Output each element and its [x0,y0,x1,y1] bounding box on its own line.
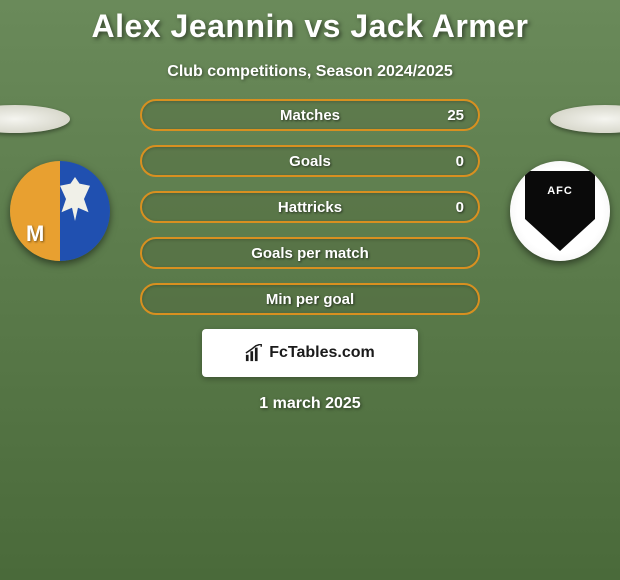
main-row: Matches 25 Goals 0 Hattricks 0 Goals per… [0,99,620,315]
stat-row-matches: Matches 25 [140,99,480,131]
stat-label: Hattricks [278,199,342,216]
date-text: 1 march 2025 [0,395,620,413]
stat-label: Matches [280,107,340,124]
stat-label: Goals [289,153,331,170]
player-left-column [10,99,130,261]
stat-row-hattricks: Hattricks 0 [140,191,480,223]
stat-label: Min per goal [266,291,354,308]
player-right-column [490,99,610,261]
branding-text: FcTables.com [269,344,375,362]
stat-row-goals: Goals 0 [140,145,480,177]
comparison-card: Alex Jeannin vs Jack Armer Club competit… [0,0,620,413]
player-right-photo-placeholder [550,105,620,133]
stat-row-min-per-goal: Min per goal [140,283,480,315]
stat-label: Goals per match [251,245,369,262]
club-badge-left [10,161,110,261]
stat-row-goals-per-match: Goals per match [140,237,480,269]
stat-right-value: 0 [456,199,464,216]
page-title: Alex Jeannin vs Jack Armer [0,0,620,45]
stat-right-value: 25 [447,107,464,124]
subtitle: Club competitions, Season 2024/2025 [0,63,620,81]
club-badge-right [510,161,610,261]
stats-column: Matches 25 Goals 0 Hattricks 0 Goals per… [140,99,480,315]
branding-box[interactable]: FcTables.com [202,329,418,377]
stat-right-value: 0 [456,153,464,170]
player-left-photo-placeholder [0,105,70,133]
chart-icon [245,344,263,362]
